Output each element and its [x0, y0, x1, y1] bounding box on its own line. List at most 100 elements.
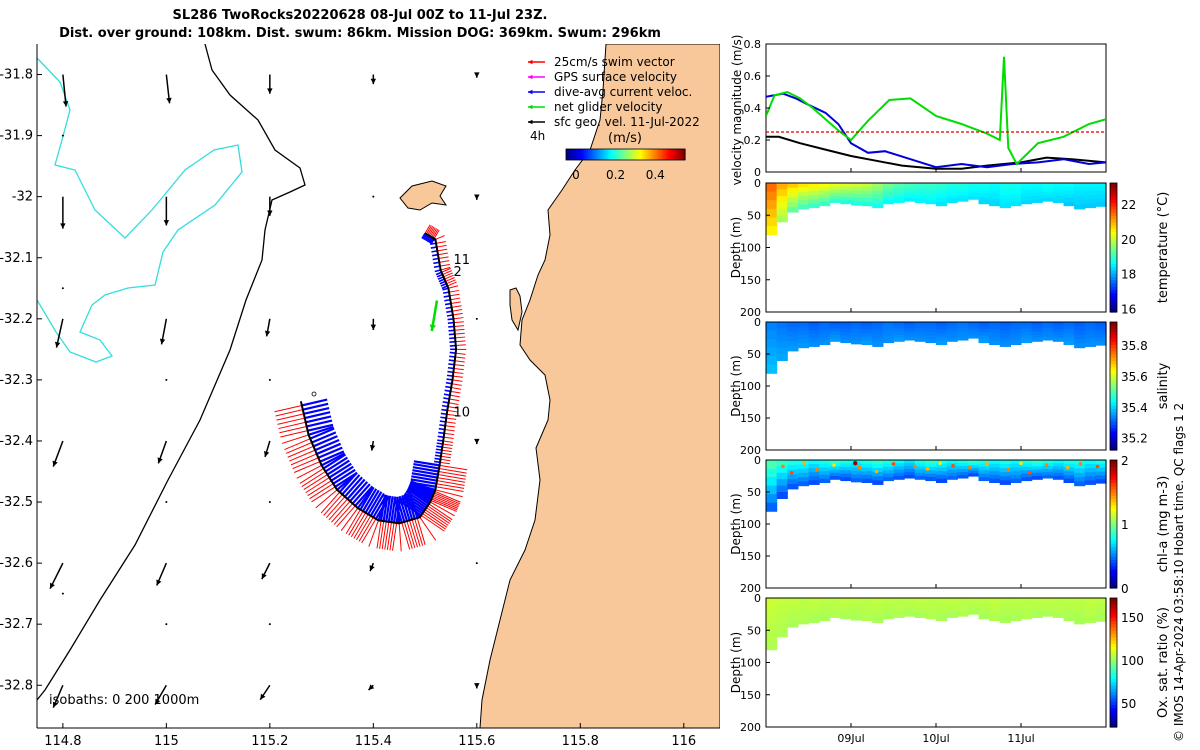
legend-colorbar-cell	[569, 149, 573, 160]
swim-vector	[454, 328, 465, 331]
section-cell	[1052, 614, 1065, 618]
section-cell	[925, 322, 937, 327]
section-cell	[946, 186, 958, 191]
section-cell	[1042, 598, 1054, 602]
dive-avg-vector	[404, 495, 421, 518]
section-cell	[936, 201, 948, 207]
dive-avg-vector	[334, 471, 358, 488]
section-cell	[978, 196, 990, 201]
section-cell	[999, 460, 1011, 465]
dive-avg-vector	[433, 460, 441, 464]
section-cell	[967, 191, 980, 195]
section-cell	[946, 614, 958, 618]
section-cell	[1052, 195, 1065, 200]
section-cell	[893, 472, 905, 477]
section-cell	[808, 334, 820, 339]
section-cell	[978, 470, 990, 475]
section-cell	[989, 186, 1001, 192]
island	[399, 180, 448, 211]
section-cell	[989, 333, 1001, 338]
section-cell	[967, 196, 980, 200]
swim-vector	[437, 252, 448, 256]
section-cell	[946, 472, 958, 477]
section-cell	[808, 480, 820, 485]
swim-vector	[409, 520, 418, 548]
velocity-y-tick-label: 0.6	[744, 70, 762, 83]
section-cell	[840, 601, 852, 606]
swim-vector	[455, 340, 466, 343]
section-cell	[1052, 604, 1065, 609]
section-cell	[819, 186, 831, 192]
section-colorbar-cell	[1110, 427, 1117, 432]
island-small	[509, 287, 523, 332]
section-cell	[978, 611, 990, 616]
map-x-tick-label: 114.8	[44, 734, 81, 749]
section-cell	[989, 613, 1001, 618]
legend-colorbar-cell	[627, 149, 631, 160]
section-cell	[1063, 340, 1075, 345]
section-colorbar-tick: 1	[1121, 518, 1129, 532]
swim-vector	[445, 421, 456, 424]
dive-avg-vector	[364, 489, 380, 514]
geo-vector-dot	[61, 287, 64, 290]
section-cell	[766, 347, 778, 357]
dive-avg-vector	[301, 398, 328, 407]
chlorophyll-spot	[857, 465, 862, 470]
legend-colorbar: 0 0.2 0.4	[565, 148, 686, 182]
section-cell	[999, 342, 1011, 347]
section-cell	[1010, 333, 1022, 338]
section-cell	[819, 601, 831, 607]
dive-avg-vector	[305, 415, 332, 424]
swim-vector	[450, 390, 461, 394]
section-cell	[1042, 192, 1054, 196]
section-colorbar-cell	[1110, 437, 1117, 441]
swim-vector	[440, 455, 451, 459]
dive-avg-vector	[309, 427, 335, 440]
section-cell	[882, 186, 895, 191]
section-cell	[925, 615, 937, 620]
section-colorbar-cell	[1110, 334, 1117, 339]
swim-vector	[447, 281, 457, 287]
legend-colorbar-label: (m/s)	[608, 131, 642, 146]
section-colorbar-cell	[1110, 607, 1117, 612]
section-cell	[904, 474, 916, 479]
section-cell	[882, 477, 895, 482]
dive-avg-vector	[409, 481, 435, 494]
section-colorbar-cell	[1110, 328, 1117, 333]
dive-avg-vector	[447, 366, 454, 370]
section-colorbar-cell	[1110, 636, 1117, 641]
section-cell	[808, 195, 820, 200]
section-colorbar-cell	[1110, 183, 1117, 187]
dive-avg-vector	[321, 452, 346, 467]
section-cell	[851, 474, 863, 479]
section-cell	[967, 465, 980, 469]
section-colorbar-cell	[1110, 524, 1117, 528]
section-cell	[946, 322, 958, 326]
section-cell	[819, 474, 831, 480]
section-cell	[861, 598, 873, 603]
section-cell	[861, 333, 873, 338]
swim-vector	[333, 503, 354, 525]
section-cell	[1095, 613, 1107, 618]
dive-avg-vector	[438, 431, 445, 435]
section-cell	[1095, 467, 1107, 473]
section-cell	[808, 199, 820, 205]
section-cell	[936, 322, 948, 327]
section-cell	[1095, 460, 1107, 465]
swim-vector	[423, 511, 448, 528]
section-cell	[1074, 468, 1086, 474]
section-colorbar-cell	[1110, 643, 1117, 647]
section-cell	[819, 605, 831, 610]
section-cell	[936, 329, 948, 334]
section-cell	[1084, 480, 1096, 485]
section-cell	[967, 460, 980, 464]
section-cell	[989, 336, 1001, 342]
dive-avg-vector	[445, 381, 452, 385]
section-colorbar-cell	[1110, 578, 1117, 583]
section-panel-salinity-section: 0 50 100 150 200 Depth (m) 35.2 35.4 35.6 35.8 sal…	[729, 316, 1171, 457]
section-cell	[893, 192, 905, 197]
swim-vectors	[274, 224, 468, 552]
section-colorbar-cell	[1110, 373, 1117, 377]
dive-avg-vector	[412, 466, 439, 473]
section-cell	[957, 598, 969, 602]
